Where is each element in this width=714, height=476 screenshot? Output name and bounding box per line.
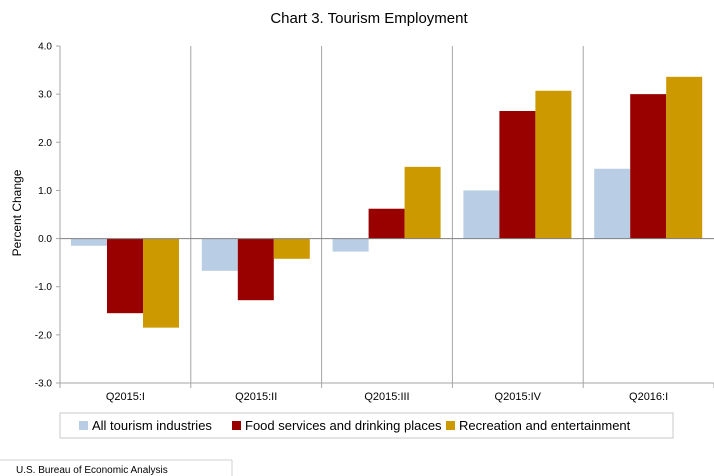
y-tick-label: -3.0 xyxy=(35,379,53,390)
bar xyxy=(499,110,536,239)
bar xyxy=(463,190,500,239)
bar xyxy=(273,238,310,259)
y-tick-label: 3.0 xyxy=(38,90,52,101)
bar xyxy=(107,238,143,314)
y-tick-label: 0.0 xyxy=(38,234,52,245)
bar xyxy=(535,90,572,239)
plot-area: 4.0 3.0 2.0 1.0 0.0 -1.0 -2.0 -3.0 Q2015:I Q2015:… xyxy=(35,42,714,403)
y-axis-label: Percent Change xyxy=(10,169,24,256)
legend-label: Food services and drinking places xyxy=(245,418,442,433)
legend-label: Recreation and entertainment xyxy=(459,418,631,433)
legend-box xyxy=(59,412,674,439)
bar xyxy=(630,94,667,239)
chart-title: Chart 3. Tourism Employment xyxy=(270,10,468,27)
y-tick-label: 4.0 xyxy=(38,42,52,53)
y-tick-label: 2.0 xyxy=(38,138,52,149)
legend: All tourism industries Food services and … xyxy=(59,412,674,439)
bar xyxy=(368,208,405,239)
legend-label: All tourism industries xyxy=(92,418,212,433)
y-tick-label: -1.0 xyxy=(35,282,53,293)
x-tick-label: Q2015:I xyxy=(106,391,145,403)
bar xyxy=(666,76,703,239)
bar xyxy=(332,238,369,252)
x-tick-label: Q2015:IV xyxy=(495,391,542,403)
bar xyxy=(143,238,179,328)
source-note: U.S. Bureau of Economic Analysis xyxy=(16,465,168,476)
bar xyxy=(201,238,238,271)
y-tick-label: 1.0 xyxy=(38,186,52,197)
bar xyxy=(71,238,107,246)
legend-swatch xyxy=(79,421,88,430)
y-tick-label: -2.0 xyxy=(35,330,53,341)
bar xyxy=(237,238,274,301)
x-tick-label: Q2015:II xyxy=(235,391,277,403)
legend-swatch xyxy=(232,421,241,430)
legend-swatch xyxy=(446,421,455,430)
bar xyxy=(404,166,441,239)
source-box: U.S. Bureau of Economic Analysis xyxy=(0,459,233,476)
bar xyxy=(594,168,631,239)
x-tick-label: Q2015:III xyxy=(364,391,409,403)
x-tick-label: Q2016:I xyxy=(629,391,668,403)
